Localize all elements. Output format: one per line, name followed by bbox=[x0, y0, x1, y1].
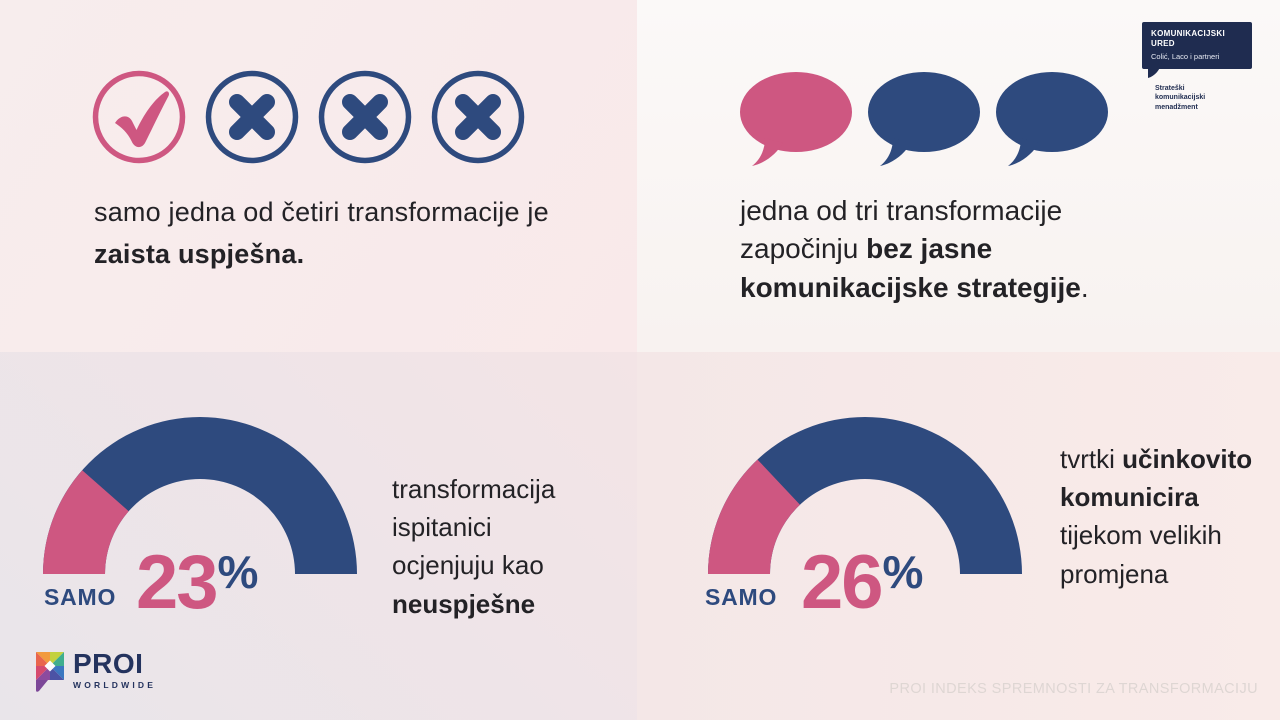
gauge-value-26: 26 % bbox=[801, 540, 924, 625]
gauge-value-23: 23 % bbox=[136, 540, 259, 625]
gauge-label-samo: SAMO bbox=[44, 584, 117, 610]
statement-suffix-text: . bbox=[1080, 271, 1089, 303]
logo-tagline: Strateški komunikacijski menadžment bbox=[1155, 85, 1206, 111]
statement-one-of-four: samo jedna od četiri transformacije je z… bbox=[94, 192, 574, 276]
komunikacijski-ured-logo: KOMUNIKACIJSKI URED Colić, Laco i partne… bbox=[1142, 22, 1252, 69]
statement-bold-text: zaista uspješna. bbox=[94, 238, 305, 269]
gauge-description-right: tvrtki učinkovito komunicira tijekom vel… bbox=[1060, 440, 1260, 593]
statement-normal-text: jedna od tri transformacije započinju bbox=[740, 195, 1063, 265]
description-suffix-text: tijekom velikih promjena bbox=[1060, 520, 1222, 589]
speech-bubble-icon bbox=[996, 72, 1108, 173]
logo-subtitle: Colić, Laco i partneri bbox=[1151, 51, 1220, 61]
gauge-value-arc bbox=[43, 470, 129, 574]
proi-logo-icon bbox=[36, 652, 64, 692]
gauge-track-arc bbox=[708, 417, 1022, 574]
percent-sign: % bbox=[217, 546, 259, 598]
description-prefix-text: tvrtki bbox=[1060, 444, 1123, 474]
logo-speech-tail-icon bbox=[1148, 62, 1162, 78]
check-circle-icon bbox=[92, 70, 186, 164]
gauge-track-arc bbox=[43, 417, 357, 574]
speech-bubbles bbox=[740, 72, 1108, 173]
statement-bold-text: bez jasne komunikacijske strategije bbox=[740, 233, 1081, 303]
percent-sign: % bbox=[882, 546, 924, 598]
statement-one-of-three: jedna od tri transformacije započinju be… bbox=[740, 192, 1155, 307]
cross-circle-icon bbox=[318, 70, 412, 164]
proi-brand-name: PROI bbox=[73, 648, 144, 679]
speech-bubble-icon bbox=[740, 72, 852, 173]
gauge-value-arc bbox=[708, 459, 800, 574]
gauge-chart-26-percent bbox=[708, 417, 1022, 574]
gauge-chart-23-percent bbox=[43, 417, 357, 574]
speech-bubble-icon bbox=[868, 72, 980, 173]
proi-brand-subtitle: WORLDWIDE bbox=[73, 680, 157, 690]
result-icons bbox=[92, 70, 525, 164]
cross-circle-icon bbox=[431, 70, 525, 164]
cross-circle-icon bbox=[205, 70, 299, 164]
gauge-label-samo: SAMO bbox=[705, 584, 778, 610]
gauge-number: 26 bbox=[801, 540, 884, 625]
statement-normal-text: samo jedna od četiri transformacije je bbox=[94, 197, 549, 227]
logo-title: KOMUNIKACIJSKI URED bbox=[1151, 29, 1225, 49]
gauge-number: 23 bbox=[136, 540, 219, 625]
quadrant-top-left-background bbox=[0, 0, 637, 352]
gauge-description-left: transformacija ispitanici ocjenjuju kao … bbox=[392, 470, 597, 623]
proi-logo-text: PROI WORLDWIDE bbox=[73, 648, 157, 691]
footer-index-title: PROI INDEKS SPREMNOSTI ZA TRANSFORMACIJU bbox=[889, 681, 1258, 697]
description-normal-text: transformacija ispitanici ocjenjuju kao bbox=[392, 474, 556, 581]
description-bold-text: neuspješne bbox=[392, 588, 536, 619]
proi-logo: PROI WORLDWIDE bbox=[35, 648, 157, 693]
description-bold-text: učinkovito komunicira bbox=[1060, 444, 1253, 513]
